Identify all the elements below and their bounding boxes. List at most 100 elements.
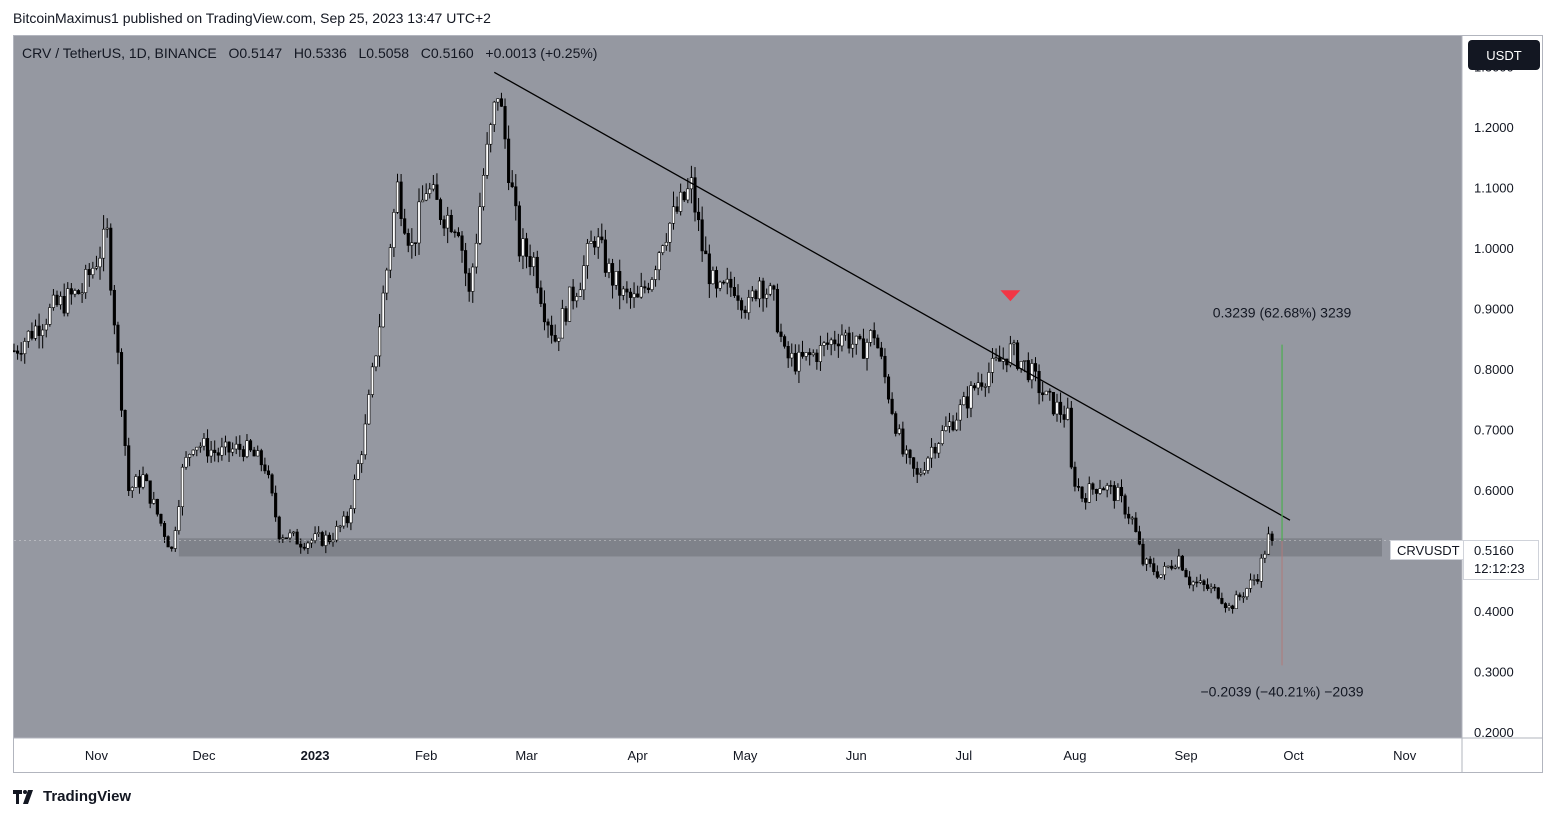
candle-body <box>542 303 547 323</box>
price-axis[interactable] <box>1462 36 1542 738</box>
x-tick-label: Mar <box>515 748 538 763</box>
candle-body <box>105 227 109 230</box>
candle-body <box>879 347 883 357</box>
x-tick-label: Jun <box>846 748 867 763</box>
candle-body <box>894 413 898 434</box>
candle-body <box>567 286 572 322</box>
currency-button[interactable]: USDT <box>1468 40 1540 70</box>
candle-body <box>1037 371 1041 394</box>
candle-body <box>277 516 281 540</box>
candle-body <box>245 440 249 457</box>
descending-trendline[interactable] <box>493 71 1291 521</box>
candle-body <box>177 506 181 531</box>
candle-body <box>707 253 711 285</box>
candle-body <box>388 247 392 271</box>
candle-body <box>1223 603 1227 609</box>
y-tick-label: 1.1000 <box>1474 180 1514 195</box>
candle-body <box>1123 495 1127 515</box>
candle-body <box>363 423 367 456</box>
candle-body <box>367 394 371 425</box>
low-value: 0.5058 <box>366 45 410 61</box>
candle-body <box>1263 553 1267 559</box>
candle-body <box>485 143 489 176</box>
candle-body <box>557 337 561 342</box>
x-tick-label: Feb <box>415 748 437 763</box>
candle-body <box>1087 483 1091 503</box>
x-tick-label: Apr <box>628 748 649 763</box>
price-chart[interactable]: 1.30001.20001.10001.00000.90000.80000.70… <box>13 35 1543 773</box>
candle-body <box>1155 571 1159 578</box>
candle-body <box>266 470 271 476</box>
candle-body <box>714 270 719 289</box>
y-tick-label: 0.6000 <box>1474 483 1514 498</box>
candle-body <box>775 288 779 333</box>
candle-body <box>822 342 826 346</box>
candle-body <box>976 382 980 389</box>
candle-body <box>800 351 805 357</box>
candle-body <box>159 513 163 524</box>
candle-body <box>686 188 690 201</box>
candle-body <box>876 337 880 349</box>
candle-body <box>528 256 532 268</box>
candle-body <box>955 419 959 431</box>
candle-body <box>1227 605 1231 609</box>
x-tick-label: Nov <box>1393 748 1417 763</box>
candle-body <box>184 457 188 468</box>
candle-body <box>216 452 220 456</box>
candle-body <box>87 269 91 276</box>
candle-body <box>335 526 339 541</box>
y-tick-label: 0.9000 <box>1474 301 1514 316</box>
candle-body <box>62 295 66 314</box>
candle-body <box>915 468 919 475</box>
price-tag: 0.5160 12:12:23 <box>1463 540 1539 580</box>
candle-body <box>804 352 808 357</box>
candle-body <box>1030 363 1034 381</box>
candle-body <box>1112 485 1116 501</box>
x-tick-label: Dec <box>192 748 216 763</box>
symbol-name[interactable]: CRV / TetherUS, 1D, BINANCE <box>22 45 217 61</box>
candle-body <box>711 270 715 285</box>
candle-body <box>1091 483 1095 490</box>
candle-body <box>130 487 134 491</box>
candle-body <box>571 286 575 302</box>
candle-body <box>1195 581 1199 584</box>
candle-body <box>1048 390 1052 393</box>
candle-body <box>636 293 640 298</box>
candle-body <box>499 98 504 107</box>
candle-body <box>320 532 324 546</box>
candle-body <box>195 446 199 451</box>
candle-body <box>406 233 410 246</box>
plot-area[interactable] <box>14 36 1462 738</box>
candle-body <box>725 278 729 284</box>
candle-body <box>843 332 848 336</box>
candle-body <box>940 430 944 444</box>
candle-body <box>929 446 934 459</box>
candle-body <box>553 335 557 342</box>
candle-body <box>492 101 496 125</box>
brand-name: TradingView <box>43 788 132 805</box>
candle-body <box>926 457 930 471</box>
down-arrow-marker-icon <box>1000 290 1021 302</box>
candle-body <box>621 288 625 296</box>
candle-body <box>209 449 213 457</box>
candle-body <box>252 449 256 457</box>
candle-body <box>198 445 202 448</box>
candle-body <box>23 341 27 355</box>
brand[interactable]: TradingView <box>13 788 131 805</box>
candle-body <box>1062 414 1066 420</box>
candle-body <box>625 288 629 293</box>
candle-body <box>19 353 23 355</box>
candle-body <box>1137 531 1141 545</box>
candle-body <box>1080 486 1084 499</box>
candle-body <box>489 124 493 145</box>
candle-body <box>718 281 722 289</box>
candle-body <box>66 288 70 314</box>
candle-body <box>205 438 210 457</box>
candle-body <box>1119 487 1124 497</box>
candle-body <box>779 331 783 337</box>
candle-body <box>127 445 131 491</box>
candle-body <box>1173 566 1177 569</box>
candle-body <box>356 463 360 480</box>
candle-body <box>417 201 421 244</box>
candle-body <box>309 540 314 544</box>
